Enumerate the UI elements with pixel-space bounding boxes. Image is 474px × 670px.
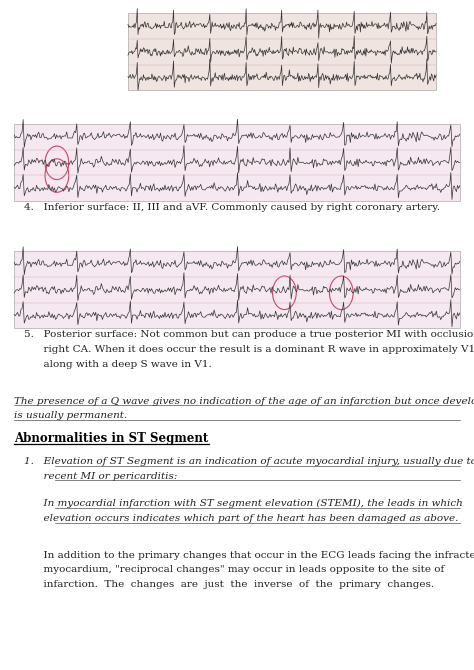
FancyBboxPatch shape bbox=[128, 13, 436, 90]
Text: infarction.  The  changes  are  just  the  inverse  of  the  primary  changes.: infarction. The changes are just the inv… bbox=[24, 580, 434, 589]
Text: 5.   Posterior surface: Not common but can produce a true posterior MI with occl: 5. Posterior surface: Not common but can… bbox=[24, 330, 474, 339]
FancyBboxPatch shape bbox=[14, 251, 460, 328]
Text: In addition to the primary changes that occur in the ECG leads facing the infrac: In addition to the primary changes that … bbox=[24, 551, 474, 559]
Text: 4.   Inferior surface: II, III and aVF. Commonly caused by right coronary artery: 4. Inferior surface: II, III and aVF. Co… bbox=[24, 203, 440, 212]
Text: The presence of a Q wave gives no indication of the age of an infarction but onc: The presence of a Q wave gives no indica… bbox=[14, 397, 474, 405]
Text: along with a deep S wave in V1.: along with a deep S wave in V1. bbox=[24, 360, 211, 368]
FancyBboxPatch shape bbox=[14, 124, 460, 201]
Text: right CA. When it does occur the result is a dominant R wave in approximately V1: right CA. When it does occur the result … bbox=[24, 345, 474, 354]
Text: Abnormalities in ST Segment: Abnormalities in ST Segment bbox=[14, 432, 209, 445]
Text: recent MI or pericarditis:: recent MI or pericarditis: bbox=[24, 472, 177, 480]
Text: is usually permanent.: is usually permanent. bbox=[14, 411, 128, 420]
Text: elevation occurs indicates which part of the heart has been damaged as above.: elevation occurs indicates which part of… bbox=[24, 514, 458, 523]
Text: myocardium, "reciprocal changes" may occur in leads opposite to the site of: myocardium, "reciprocal changes" may occ… bbox=[24, 565, 444, 574]
Text: In myocardial infarction with ST segment elevation (STEMI), the leads in which: In myocardial infarction with ST segment… bbox=[24, 499, 463, 509]
Text: 1.   Elevation of ST Segment is an indication of acute myocardial injury, usuall: 1. Elevation of ST Segment is an indicat… bbox=[24, 457, 474, 466]
